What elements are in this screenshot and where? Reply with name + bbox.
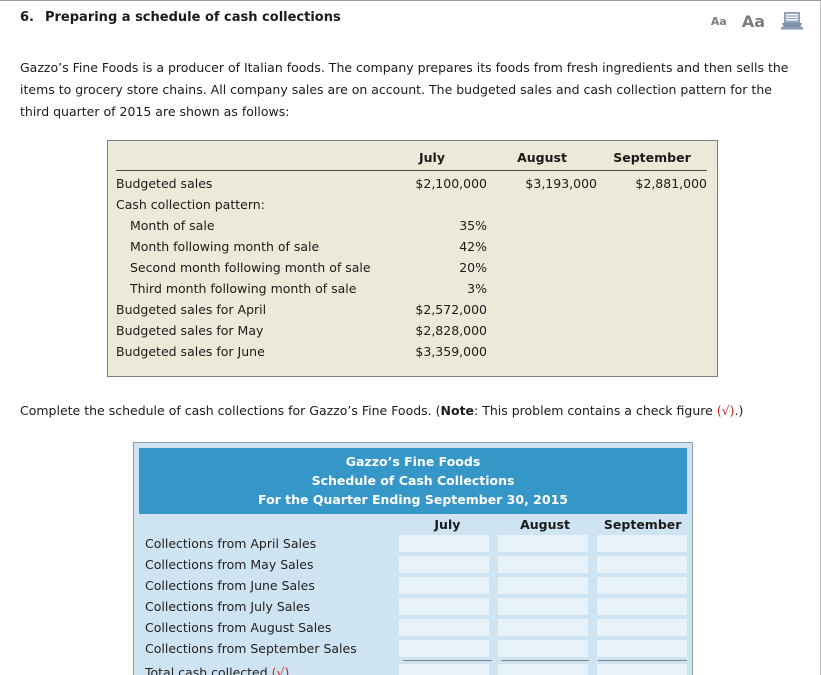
input-september-august[interactable] (498, 639, 588, 657)
instruction-text: Complete the schedule of cash collection… (20, 402, 744, 418)
cell-july: 3% (467, 281, 487, 296)
row-label: Budgeted sales for May (116, 323, 264, 338)
row-label: Budgeted sales for June (116, 344, 265, 359)
row-label: Budgeted sales for April (116, 302, 267, 317)
note-label: Note (440, 402, 475, 418)
input-june-september[interactable] (597, 576, 687, 594)
input-may-august[interactable] (498, 555, 588, 573)
print-button[interactable] (780, 11, 804, 31)
table-row: Month following month of sale 42% (116, 237, 707, 258)
worksheet-row-august: Collections from August Sales (139, 617, 687, 638)
budget-data-table: July August September Budgeted sales $2,… (107, 140, 718, 377)
single-rule (403, 659, 492, 661)
table-header-row: July August September (116, 148, 707, 171)
row-label: Month of sale (130, 218, 215, 233)
worksheet-row-total: Total cash collected (√) (139, 662, 687, 675)
page-title: 6. Preparing a schedule of cash collectio… (20, 10, 341, 25)
input-august-september[interactable] (597, 618, 687, 636)
worksheet-column-headers: July August September (139, 514, 687, 533)
input-total-september[interactable] (597, 663, 687, 675)
ws-column-header-august: August (520, 516, 570, 532)
input-august-july[interactable] (399, 618, 489, 636)
input-april-august[interactable] (498, 534, 588, 552)
worksheet-company-name: Gazzo’s Fine Foods (345, 453, 481, 469)
cell-july: 42% (459, 239, 487, 254)
cell-july: 35% (459, 218, 487, 233)
title-bar: 6. Preparing a schedule of cash collectio… (0, 1, 820, 31)
cell-july: $2,572,000 (415, 302, 487, 317)
problem-number: 6. (20, 10, 34, 25)
worksheet-schedule-title: Schedule of Cash Collections (311, 472, 515, 488)
cell-july: 20% (459, 260, 487, 275)
table-row: Budgeted sales $2,100,000 $3,193,000 $2,… (116, 171, 707, 195)
total-row-label: Total cash collected (√) (139, 665, 390, 675)
check-figure-mark: (√) (271, 664, 290, 675)
table-row: Month of sale 35% (116, 216, 707, 237)
table-row: Budgeted sales for May $2,828,000 (116, 321, 707, 342)
input-april-july[interactable] (399, 534, 489, 552)
table-row: Budgeted sales for June $3,359,000 (116, 342, 707, 363)
input-september-september[interactable] (597, 639, 687, 657)
input-april-september[interactable] (597, 534, 687, 552)
cell-august: $3,193,000 (525, 176, 597, 191)
row-label: Second month following month of sale (130, 260, 371, 275)
row-label: Collections from August Sales (145, 619, 332, 635)
input-july-august[interactable] (498, 597, 588, 615)
input-july-september[interactable] (597, 597, 687, 615)
cell-july: $2,828,000 (415, 323, 487, 338)
table-row: Second month following month of sale 20% (116, 258, 707, 279)
column-header-july: July (377, 148, 487, 171)
row-label: Collections from May Sales (145, 556, 314, 572)
row-label: Month following month of sale (130, 239, 320, 254)
label-column-header (116, 148, 377, 171)
printer-icon (780, 12, 804, 34)
worksheet-row-september: Collections from September Sales (139, 638, 687, 659)
cash-collections-worksheet: Gazzo’s Fine Foods Schedule of Cash Coll… (133, 441, 693, 675)
column-header-august: August (487, 148, 597, 171)
row-label: Cash collection pattern: (116, 197, 265, 212)
text-size-small-button[interactable]: Aa (710, 14, 727, 28)
worksheet-row-may: Collections from May Sales (139, 554, 687, 575)
input-august-august[interactable] (498, 618, 588, 636)
input-total-august[interactable] (498, 663, 588, 675)
table-row: Cash collection pattern: (116, 195, 707, 216)
row-label: Budgeted sales (116, 176, 213, 191)
ws-column-header-september: September (603, 516, 682, 532)
input-september-july[interactable] (399, 639, 489, 657)
row-label: Collections from June Sales (145, 577, 315, 593)
cell-july: $3,359,000 (415, 344, 487, 359)
cell-september: $2,881,000 (635, 176, 707, 191)
worksheet-header: Gazzo’s Fine Foods Schedule of Cash Coll… (139, 447, 687, 514)
check-figure-mark: (√) (716, 402, 735, 418)
ws-column-header-july: July (434, 516, 461, 532)
cell-july: $2,100,000 (415, 176, 487, 191)
input-may-september[interactable] (597, 555, 687, 573)
input-june-august[interactable] (498, 576, 588, 594)
input-june-july[interactable] (399, 576, 489, 594)
single-rule (500, 659, 590, 661)
input-july-july[interactable] (399, 597, 489, 615)
single-rule (598, 659, 687, 661)
row-label: Collections from July Sales (145, 598, 311, 614)
column-header-september: September (597, 148, 707, 171)
reader-controls: Aa Aa (711, 11, 804, 31)
table-row: Third month following month of sale 3% (116, 279, 707, 300)
row-label: Third month following month of sale (130, 281, 357, 296)
intro-paragraph: Gazzo’s Fine Foods is a producer of Ital… (20, 60, 789, 119)
row-label: Collections from September Sales (145, 640, 357, 656)
input-total-july[interactable] (399, 663, 489, 675)
worksheet-period: For the Quarter Ending September 30, 201… (258, 491, 568, 507)
text-size-large-button[interactable]: Aa (741, 11, 765, 31)
table-row: Budgeted sales for April $2,572,000 (116, 300, 707, 321)
input-may-july[interactable] (399, 555, 489, 573)
worksheet-row-june: Collections from June Sales (139, 575, 687, 596)
single-rule-row (139, 659, 687, 662)
worksheet-row-april: Collections from April Sales (139, 533, 687, 554)
worksheet-row-july: Collections from July Sales (139, 596, 687, 617)
problem-title-text: Preparing a schedule of cash collections (44, 10, 341, 25)
row-label: Collections from April Sales (145, 535, 317, 551)
